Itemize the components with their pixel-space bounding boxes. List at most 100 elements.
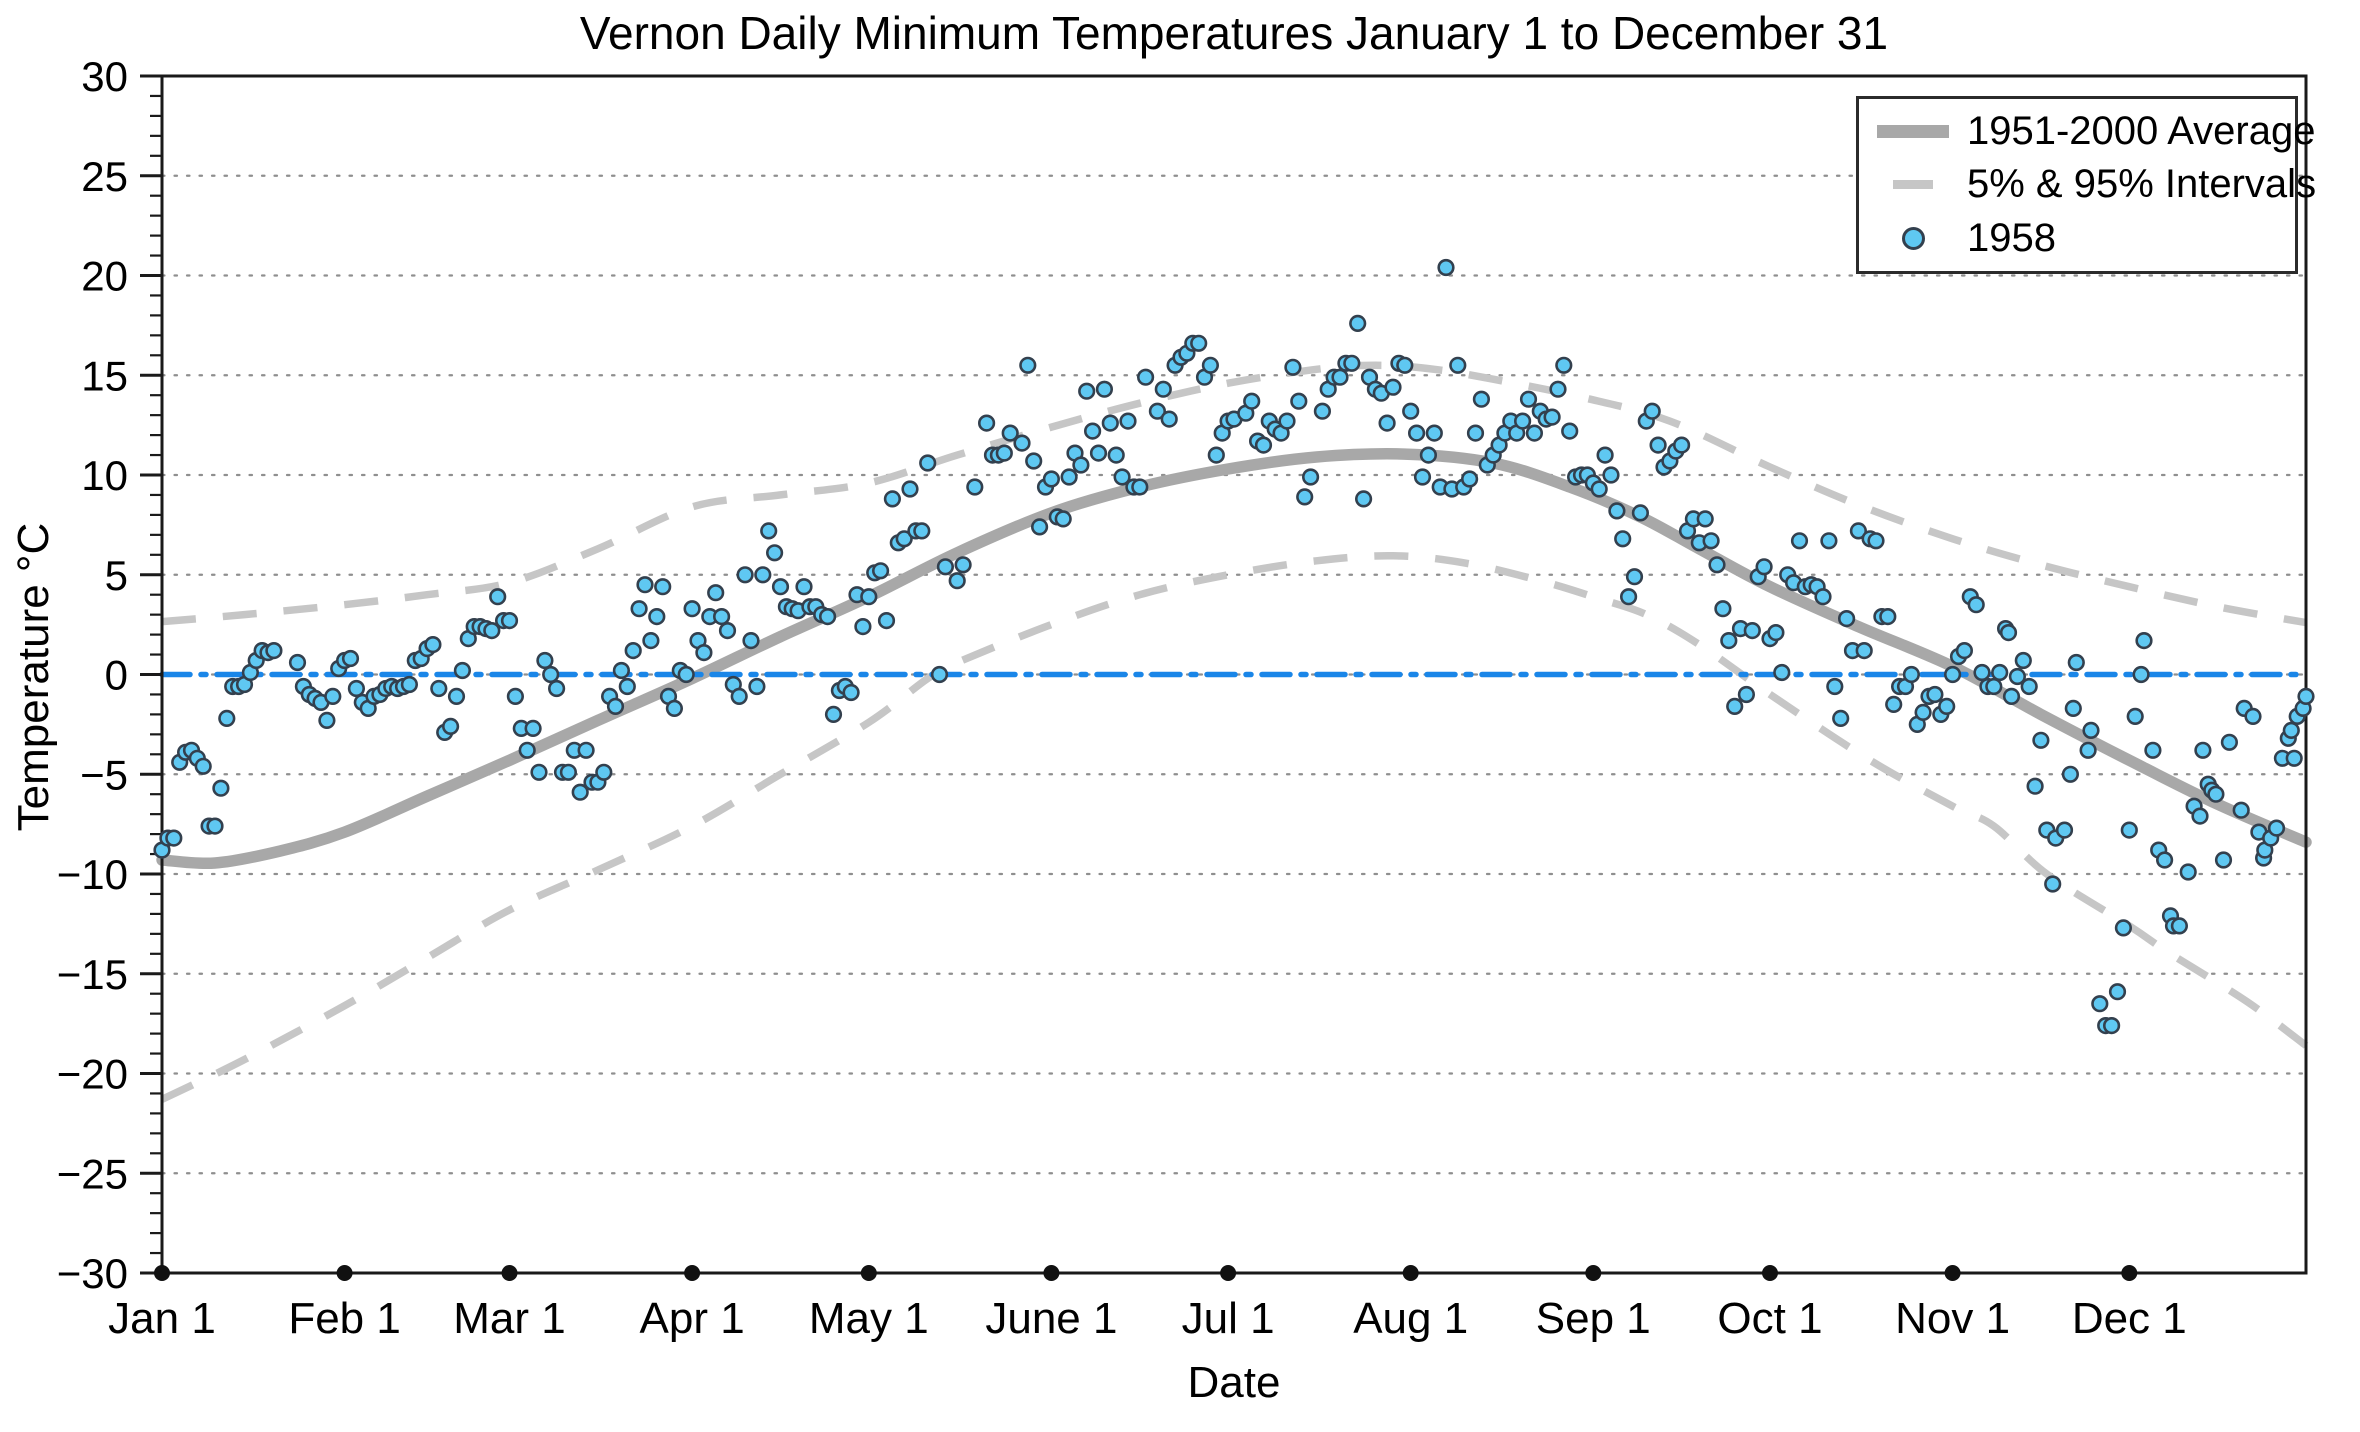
x-tick-dot-Dec 1	[2121, 1265, 2138, 1281]
data-point-1958	[1119, 412, 1137, 430]
data-point-1958	[1826, 677, 1844, 696]
data-point-1958	[2207, 785, 2225, 803]
data-point-1958	[1590, 480, 1608, 498]
data-point-1958	[1943, 665, 1962, 684]
x-tick-label-Sep 1: Sep 1	[1536, 1294, 1651, 1343]
data-point-1958	[718, 621, 737, 640]
interval-dash-swatch	[1859, 180, 1967, 190]
data-point-1958	[1160, 410, 1178, 428]
data-point-1958	[665, 699, 684, 718]
data-point-1958	[2297, 687, 2315, 706]
data-point-1958	[1254, 436, 1273, 454]
data-point-1958	[1513, 412, 1532, 430]
data-point-1958	[683, 600, 701, 618]
data-point-1958	[1914, 703, 1932, 722]
x-tick-label-Oct 1: Oct 1	[1717, 1294, 1822, 1343]
x-tick-label-Apr 1: Apr 1	[640, 1294, 745, 1343]
data-point-1958	[742, 631, 760, 650]
x-tick-dot-June 1	[1043, 1265, 1060, 1281]
data-point-1958	[1867, 532, 1885, 550]
data-point-1958	[536, 651, 554, 670]
data-point-1958	[1301, 468, 1320, 486]
lower-5-interval-curve	[160, 552, 2309, 1103]
data-point-1958	[1631, 504, 1649, 522]
data-point-1958	[1284, 358, 1302, 376]
data-point-1958	[1095, 380, 1113, 398]
data-point-1958	[1243, 392, 1261, 410]
data-point-1958	[936, 558, 955, 576]
data-point-1958	[966, 478, 984, 496]
data-point-1958	[1973, 663, 1991, 682]
data-point-1958	[1755, 558, 1773, 576]
data-point-1958	[736, 566, 754, 584]
data-point-1958	[500, 611, 519, 630]
x-tick-label-June 1: June 1	[985, 1294, 1117, 1343]
average-line-swatch	[1859, 125, 1967, 139]
data-point-1958	[2103, 1016, 2121, 1035]
data-point-1958	[677, 665, 695, 684]
data-point-1958	[995, 444, 1013, 462]
x-tick-dot-Nov 1	[1944, 1265, 1961, 1281]
y-tick-label-20: 20	[81, 253, 128, 300]
x-tick-label-Mar 1: Mar 1	[453, 1294, 565, 1343]
y-tick-label--5: −5	[80, 751, 128, 798]
data-point-1958	[1555, 356, 1573, 374]
y-tick-label-0: 0	[105, 652, 128, 699]
data-point-1958	[506, 687, 525, 706]
data-point-1958	[2114, 919, 2132, 937]
data-point-1958	[1313, 402, 1331, 420]
data-point-1958	[165, 829, 183, 847]
data-point-1958	[771, 578, 790, 596]
data-point-1958	[1999, 623, 2018, 642]
data-point-1958	[2032, 731, 2050, 749]
data-point-1958	[2232, 801, 2250, 819]
legend-label-average: 1951-2000 Average	[1967, 109, 2316, 154]
x-tick-dot-Sep 1	[1585, 1265, 1602, 1281]
data-point-1958	[1879, 607, 1897, 626]
data-point-1958	[318, 711, 336, 730]
data-point-1958	[1207, 446, 1225, 464]
y-tick-label--10: −10	[57, 851, 128, 898]
data-point-1958	[1460, 470, 1479, 488]
data-point-1958	[447, 687, 466, 706]
data-point-1958	[1290, 392, 1308, 410]
data-point-1958	[453, 661, 472, 680]
x-tick-label-Feb 1: Feb 1	[288, 1294, 401, 1343]
data-point-1958	[489, 588, 507, 606]
chart-title: Vernon Daily Minimum Temperatures Januar…	[579, 7, 1889, 59]
x-tick-label-Aug 1: Aug 1	[1353, 1294, 1468, 1343]
x-tick-dot-Apr 1	[684, 1265, 701, 1281]
data-point-1958	[1837, 609, 1856, 628]
data-point-1958	[2132, 665, 2150, 684]
data-point-1958	[1148, 402, 1166, 420]
data-point-1958	[2282, 721, 2300, 740]
data-point-1958	[1296, 488, 1314, 506]
data-point-1958	[877, 611, 896, 630]
data-point-1958	[883, 490, 902, 508]
data-point-1958	[2244, 707, 2262, 726]
data-point-1958	[2120, 821, 2138, 839]
data-point-1958	[1278, 412, 1296, 430]
y-axis-title: Temperature °C	[9, 522, 58, 832]
data-point-1958	[1519, 390, 1538, 408]
data-point-1958	[2026, 777, 2044, 795]
x-tick-label-May 1: May 1	[809, 1294, 929, 1343]
data-point-1958	[1938, 697, 1956, 716]
data-point-1958	[2044, 875, 2062, 893]
upper-95-interval-curve	[161, 361, 2307, 627]
data-point-1958	[518, 741, 536, 759]
data-point-1958	[895, 530, 913, 548]
data-point-1958	[1060, 468, 1078, 486]
data-point-1958	[577, 741, 595, 759]
data-point-1958	[2220, 733, 2238, 751]
data-point-1958	[2014, 651, 2032, 670]
data-point-1958	[1608, 502, 1626, 520]
x-axis-title: Date	[1187, 1358, 1281, 1407]
data-point-1958	[1413, 468, 1432, 486]
data-point-1958	[2135, 631, 2153, 650]
data-point-1958	[795, 578, 813, 596]
data-point-1958	[1720, 631, 1738, 650]
y-tick-label-15: 15	[81, 352, 128, 399]
data-point-1958	[1708, 556, 1726, 574]
